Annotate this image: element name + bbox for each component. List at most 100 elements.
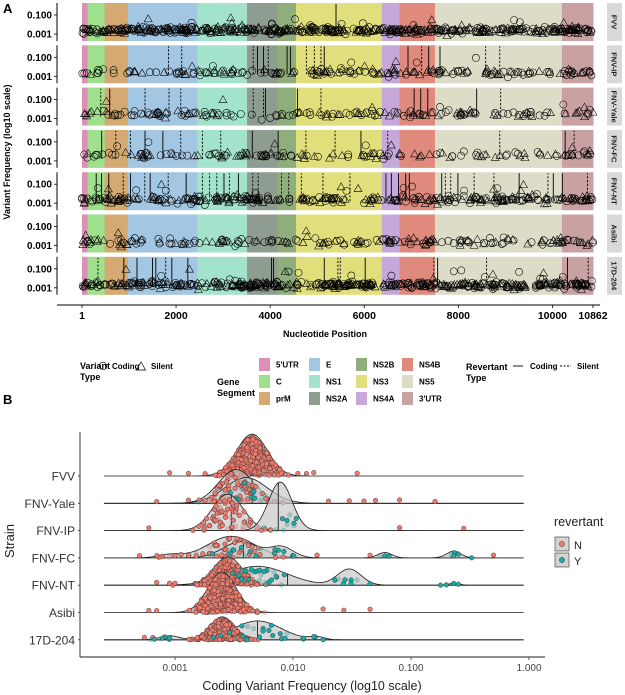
silent-variant-point [283, 280, 293, 289]
silent-variant-point [288, 67, 298, 76]
variant-dot-N [264, 450, 270, 456]
coding-variant-point [307, 69, 316, 78]
variant-dot-N [226, 607, 232, 613]
segment-swatch-5'UTR [259, 358, 270, 371]
silent-variant-point [208, 108, 218, 117]
variant-dot-N [202, 525, 208, 531]
coding-variant-point [440, 27, 448, 36]
ridge-FNV-FC [103, 535, 524, 561]
strain-label: FVV [52, 470, 75, 484]
coding-variant-point [98, 150, 107, 159]
variant-dot-N [246, 522, 252, 528]
coding-variant-point [557, 27, 566, 36]
legend-dot-y-icon [559, 557, 565, 563]
revertant-legend-title: revertant [554, 515, 604, 529]
strain-strip [607, 256, 622, 295]
segment-band-NS3 [296, 172, 383, 211]
silent-variant-point [85, 195, 95, 204]
coding-variant-point [181, 111, 190, 120]
variant-dot-N [273, 462, 279, 468]
coding-variant-point [586, 150, 595, 159]
silent-variant-point [161, 198, 171, 207]
variant-dot-N [146, 607, 152, 613]
variant-dot-N [212, 490, 218, 496]
coding-variant-point [395, 28, 403, 36]
variant-dot-N [200, 609, 206, 615]
coding-variant-point [166, 28, 175, 37]
variant-dot-Y [284, 517, 290, 523]
variant-dot-N [241, 509, 247, 515]
segment-band-5'UTR [82, 87, 89, 126]
silent-variant-point [488, 269, 498, 278]
silent-variant-point [210, 68, 220, 77]
strain-panel-Asibi: 0.100 0.001 Asibi [27, 214, 622, 253]
coding-variant-point [134, 195, 143, 204]
coding-variant-point [80, 69, 89, 78]
density-Y [103, 477, 524, 504]
coding-variant-point [189, 70, 198, 79]
segment-band-5'UTR [82, 129, 89, 168]
variant-dot-N [255, 464, 261, 470]
variant-dot-Y [266, 627, 272, 633]
silent-variant-point [367, 109, 377, 118]
variant-dot-N [217, 499, 223, 505]
coding-variant-point [85, 28, 94, 37]
variant-dot-N [220, 581, 226, 587]
variant-dot-Y [367, 581, 373, 587]
silent-variant-point [256, 281, 266, 290]
silent-variant-point [546, 108, 555, 116]
coding-variant-point [82, 69, 91, 77]
variant-dot-N [222, 487, 228, 493]
variant-dot-N [266, 455, 272, 461]
coding-variant-point [357, 111, 366, 119]
silent-variant-point [365, 199, 375, 208]
variant-dot-Y [261, 569, 267, 575]
segment-band-NS2A [247, 214, 279, 253]
silent-variant-point [384, 237, 394, 246]
silent-variant-point [82, 278, 92, 287]
silent-variant-point [201, 236, 211, 245]
variant-dot-N [223, 547, 229, 553]
variant-dot-N [172, 580, 178, 586]
silent-variant-point [433, 111, 443, 120]
coding-variant-point [449, 267, 458, 276]
silent-variant-point [432, 27, 442, 36]
silent-variant-point [295, 194, 305, 203]
silent-variant-point [483, 196, 493, 205]
variant-dot-Y [377, 553, 383, 559]
silent-variant-point [89, 279, 99, 288]
strain-strip [607, 3, 622, 41]
variant-dot-N [236, 452, 242, 458]
silent-variant-point [567, 194, 577, 203]
variant-dot-N [158, 554, 165, 560]
segment-band-NS5 [434, 129, 563, 168]
variant-dot-N [207, 585, 213, 591]
coding-variant-point [460, 186, 468, 195]
silent-variant-point [199, 111, 209, 120]
coding-variant-point [156, 151, 165, 160]
variant-dot-Y [279, 516, 285, 522]
coding-variant-point [95, 194, 103, 203]
silent-variant-point [566, 66, 576, 74]
variant-dot-N [172, 553, 178, 559]
strain-panel-FNV-Yale: 0.100 0.001 FNV-Yale [27, 87, 622, 126]
variant-dot-N [280, 554, 286, 560]
coding-variant-point [423, 193, 431, 201]
coding-variant-point [312, 67, 321, 75]
coding-variant-point [457, 151, 465, 160]
coding-variant-point [413, 26, 421, 34]
coding-variant-point [419, 280, 428, 288]
coding-variant-point [476, 25, 484, 34]
silent-variant-point [245, 278, 255, 287]
segment-band-NS2B [277, 172, 297, 211]
silent-variant-point [206, 28, 216, 37]
silent-variant-point [318, 194, 328, 202]
silent-variant-point [283, 238, 293, 247]
coding-variant-point [448, 152, 457, 161]
silent-variant-point [153, 196, 163, 205]
coding-variant-point [196, 197, 205, 205]
variant-dot-N [225, 562, 231, 568]
silent-variant-point [354, 109, 364, 118]
variant-dot-Y [331, 577, 337, 583]
variant-dot-Y [252, 495, 258, 501]
